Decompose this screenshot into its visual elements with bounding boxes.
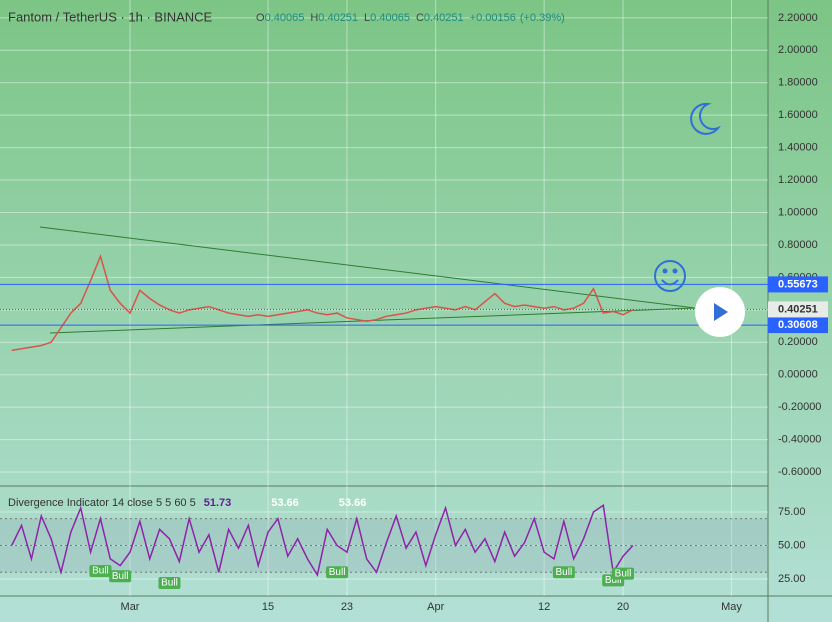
x-tick-label: 20 — [617, 601, 629, 613]
bull-marker — [158, 577, 181, 590]
ohlc-label: C — [416, 12, 424, 24]
bull-marker — [109, 570, 132, 583]
indicator-reading: 53.66 — [271, 497, 299, 509]
bull-marker — [552, 566, 575, 579]
indicator-reading: 51.73 — [204, 497, 232, 509]
series-line — [11, 503, 634, 577]
y-tick-label: 0.00000 — [778, 369, 818, 381]
y-tick-label: 2.00000 — [778, 44, 818, 56]
price-label-box — [768, 317, 828, 334]
y-tick-label: -0.40000 — [778, 434, 821, 446]
x-tick-label: 23 — [341, 601, 353, 613]
ohlc-value: 0.40251 — [318, 12, 358, 24]
y-tick-label: -0.60000 — [778, 466, 821, 478]
labels: Mar 15 23 Apr 12 20 May -0.60000 -0.40000 -0.2000… — [121, 12, 828, 613]
y-tick-label: 25.00 — [778, 573, 806, 585]
x-tick-label: 12 — [538, 601, 550, 613]
indicator-reading: 53.66 — [339, 497, 367, 509]
bull-marker — [612, 567, 635, 580]
bull-marker — [89, 564, 112, 577]
x-tick-label: Mar — [121, 601, 140, 613]
y-tick-label: -0.20000 — [778, 401, 821, 413]
change: +0.00156 — [470, 12, 516, 24]
bull-marker — [326, 566, 349, 579]
x-tick-label: May — [721, 601, 742, 613]
smiley-icon[interactable] — [654, 260, 686, 292]
bull-label: Bull — [112, 571, 129, 582]
y-tick-label: 0.80000 — [778, 239, 818, 251]
price-label: 0.30608 — [778, 319, 818, 331]
price-label: 0.55673 — [778, 278, 818, 290]
ohlc-value: 0.40065 — [265, 12, 305, 24]
y-tick-label: 75.00 — [778, 506, 806, 518]
last-price-box — [768, 301, 828, 318]
y-tick-label: 0.20000 — [778, 336, 818, 348]
change-pct: (+0.39%) — [520, 12, 565, 24]
theme-icon[interactable] — [690, 102, 722, 135]
y-tick-label: 50.00 — [778, 539, 806, 551]
ohlc-label: L — [364, 12, 370, 24]
ohlc-label: O — [256, 12, 265, 24]
bull-label: Bull — [92, 566, 109, 577]
ohlc-value: 0.40251 — [424, 12, 464, 24]
trendline — [39, 226, 696, 309]
ohlc-legend: O0.40065 H0.40251 L0.40065 C0.40251 +0.00156… — [256, 12, 565, 24]
ohlc-value: 0.40065 — [370, 12, 410, 24]
indicator-name: Divergence Indicator 14 close 5 5 60 5 — [8, 497, 196, 509]
indicator-legend: Divergence Indicator 14 close 5 5 60 5 51… — [8, 497, 366, 509]
play-button[interactable] — [695, 287, 745, 337]
series-line — [11, 254, 634, 352]
x-tick-label: 15 — [262, 601, 274, 613]
y-tick-label: 1.80000 — [778, 77, 818, 89]
y-tick-label: 2.20000 — [778, 12, 818, 24]
y-tick-label: 1.40000 — [778, 142, 818, 154]
bull-label: Bull — [556, 567, 573, 578]
y-tick-label: 1.20000 — [778, 174, 818, 186]
bull-label: Bull — [605, 575, 622, 586]
chart-title: Fantom / TetherUS · 1h · BINANCE — [8, 9, 213, 24]
x-tick-label: Apr — [427, 601, 444, 613]
last-price-label: 0.40251 — [778, 303, 818, 315]
bull-label: Bull — [329, 567, 346, 578]
y-tick-label: 1.60000 — [778, 109, 818, 121]
ohlc-label: H — [310, 12, 318, 24]
bull-label: Bull — [161, 578, 178, 589]
y-tick-label: 1.00000 — [778, 206, 818, 218]
bull-label: Bull — [615, 568, 632, 579]
price-label-box — [768, 276, 828, 293]
